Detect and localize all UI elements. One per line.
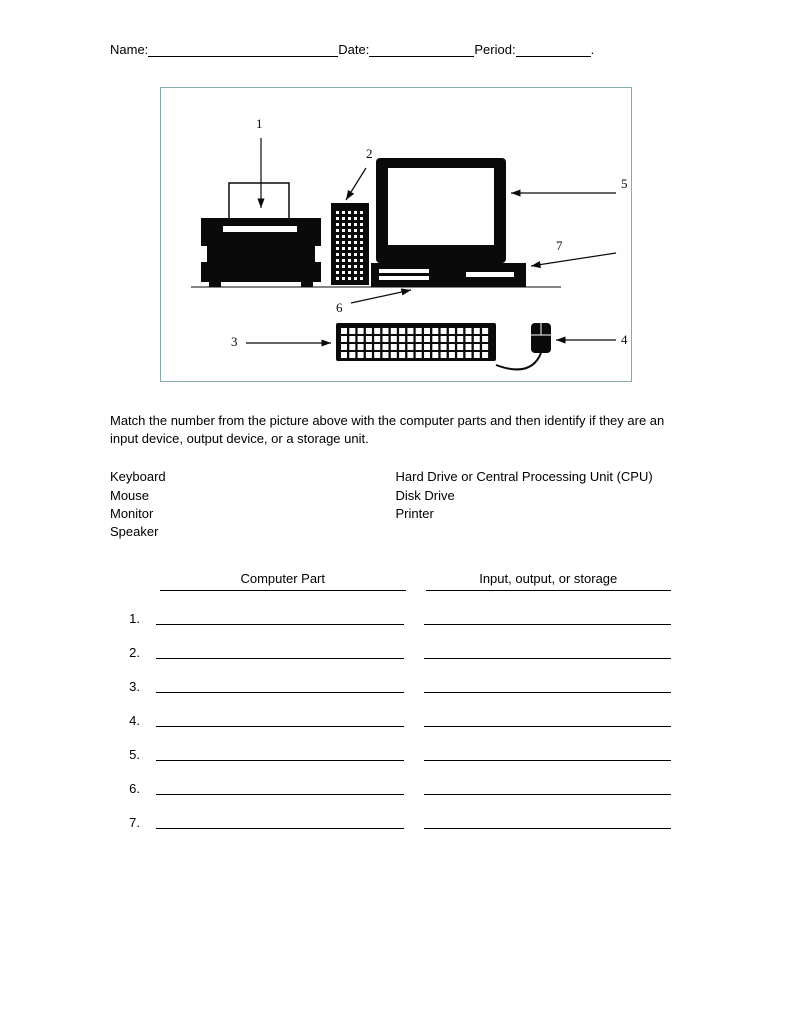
answer-blank-part[interactable] (156, 776, 404, 795)
answer-blank-type[interactable] (424, 606, 672, 625)
row-number: 4. (110, 714, 146, 727)
table-row: 1. (110, 591, 681, 625)
row-number: 6. (110, 782, 146, 795)
svg-text:6: 6 (336, 300, 343, 315)
svg-text:4: 4 (621, 332, 628, 347)
parts-list: KeyboardMouseMonitorSpeaker Hard Drive o… (110, 468, 681, 541)
name-blank[interactable] (148, 40, 338, 57)
answer-blank-type[interactable] (424, 810, 672, 829)
part-item: Disk Drive (396, 487, 682, 505)
table-row: 4. (110, 693, 681, 727)
answer-blank-part[interactable] (156, 640, 404, 659)
row-number: 1. (110, 612, 146, 625)
table-row: 7. (110, 795, 681, 829)
answer-blank-part[interactable] (156, 742, 404, 761)
svg-text:3: 3 (231, 334, 238, 349)
col-header-part: Computer Part (160, 571, 406, 591)
svg-text:1: 1 (256, 116, 263, 131)
answer-blank-part[interactable] (156, 674, 404, 693)
part-item: Keyboard (110, 468, 396, 486)
svg-text:5: 5 (621, 176, 628, 191)
svg-text:2: 2 (366, 146, 373, 161)
answer-blank-type[interactable] (424, 674, 672, 693)
answer-blank-type[interactable] (424, 708, 672, 727)
answer-blank-type[interactable] (424, 640, 672, 659)
part-item: Monitor (110, 505, 396, 523)
table-row: 6. (110, 761, 681, 795)
date-blank[interactable] (369, 40, 474, 57)
part-item: Printer (396, 505, 682, 523)
row-number: 3. (110, 680, 146, 693)
answer-blank-type[interactable] (424, 742, 672, 761)
part-item: Mouse (110, 487, 396, 505)
part-item: Hard Drive or Central Processing Unit (C… (396, 468, 682, 486)
col-header-type: Input, output, or storage (426, 571, 672, 591)
computer-diagram: 1 2 3 4 5 6 7 (160, 87, 632, 382)
period-label: Period: (474, 42, 515, 57)
instructions-text: Match the number from the picture above … (110, 412, 681, 448)
header-fields: Name: Date: Period: . (110, 40, 681, 57)
table-row: 3. (110, 659, 681, 693)
row-number: 7. (110, 816, 146, 829)
answer-blank-type[interactable] (424, 776, 672, 795)
answer-blank-part[interactable] (156, 606, 404, 625)
svg-text:7: 7 (556, 238, 563, 253)
answer-table: Computer Part Input, output, or storage … (110, 571, 681, 829)
answer-blank-part[interactable] (156, 810, 404, 829)
name-label: Name: (110, 42, 148, 57)
table-row: 5. (110, 727, 681, 761)
answer-blank-part[interactable] (156, 708, 404, 727)
part-item: Speaker (110, 523, 396, 541)
table-row: 2. (110, 625, 681, 659)
date-label: Date: (338, 42, 369, 57)
period-blank[interactable] (516, 40, 591, 57)
row-number: 2. (110, 646, 146, 659)
row-number: 5. (110, 748, 146, 761)
